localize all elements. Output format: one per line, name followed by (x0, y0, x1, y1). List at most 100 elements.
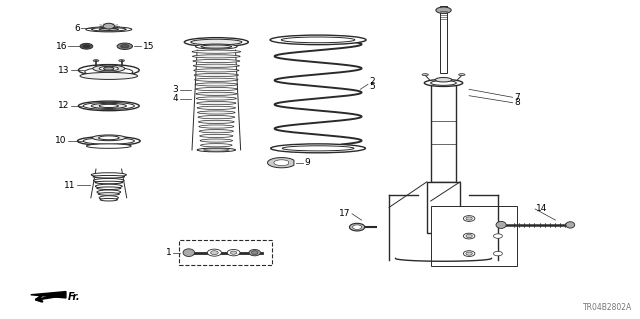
Ellipse shape (193, 55, 240, 58)
Ellipse shape (194, 69, 239, 72)
Ellipse shape (198, 111, 235, 114)
Ellipse shape (193, 64, 239, 67)
Ellipse shape (97, 187, 121, 189)
Ellipse shape (117, 43, 132, 49)
Ellipse shape (193, 59, 240, 63)
Ellipse shape (99, 196, 118, 200)
Text: 11: 11 (64, 181, 76, 189)
Text: 2: 2 (369, 77, 375, 86)
Ellipse shape (121, 44, 129, 48)
Ellipse shape (227, 249, 240, 256)
Text: 12: 12 (58, 101, 69, 110)
Ellipse shape (436, 7, 451, 13)
Ellipse shape (197, 106, 236, 109)
Text: 7: 7 (514, 93, 520, 102)
Text: 14: 14 (536, 204, 548, 213)
Ellipse shape (80, 72, 138, 79)
Ellipse shape (207, 249, 221, 256)
Ellipse shape (99, 104, 118, 108)
Ellipse shape (211, 251, 218, 255)
Ellipse shape (83, 102, 134, 109)
Ellipse shape (463, 251, 475, 256)
Ellipse shape (195, 87, 237, 91)
Ellipse shape (198, 120, 234, 123)
Ellipse shape (200, 134, 233, 137)
Ellipse shape (192, 50, 241, 53)
Text: 4: 4 (172, 94, 178, 103)
Ellipse shape (85, 67, 133, 76)
Ellipse shape (97, 190, 121, 194)
Ellipse shape (194, 73, 239, 77)
Bar (179, 240, 272, 265)
Ellipse shape (83, 45, 90, 48)
Ellipse shape (199, 125, 234, 128)
Ellipse shape (463, 216, 475, 221)
Polygon shape (274, 160, 289, 166)
Text: TR04B2802A: TR04B2802A (583, 303, 632, 312)
Ellipse shape (435, 78, 452, 82)
Text: 16: 16 (56, 42, 67, 51)
Ellipse shape (79, 101, 140, 111)
Ellipse shape (99, 66, 118, 71)
Ellipse shape (195, 78, 238, 81)
Ellipse shape (191, 39, 242, 45)
Ellipse shape (86, 144, 131, 148)
Ellipse shape (200, 139, 232, 142)
Ellipse shape (196, 44, 237, 49)
Ellipse shape (92, 103, 127, 108)
Ellipse shape (496, 221, 506, 228)
Ellipse shape (466, 217, 472, 220)
Ellipse shape (353, 225, 362, 229)
Ellipse shape (77, 137, 140, 145)
Ellipse shape (93, 65, 125, 72)
Ellipse shape (493, 251, 502, 256)
Ellipse shape (196, 97, 236, 100)
Polygon shape (31, 292, 66, 298)
Ellipse shape (79, 64, 140, 76)
Ellipse shape (92, 135, 125, 141)
Ellipse shape (422, 74, 428, 76)
Ellipse shape (201, 45, 232, 48)
Ellipse shape (99, 136, 119, 140)
Text: 9: 9 (305, 158, 310, 167)
Ellipse shape (197, 148, 236, 152)
Text: 10: 10 (55, 137, 67, 145)
Ellipse shape (199, 130, 234, 133)
Ellipse shape (493, 234, 502, 238)
Ellipse shape (99, 28, 118, 31)
Text: 3: 3 (172, 85, 178, 94)
Text: 13: 13 (58, 66, 69, 75)
Ellipse shape (249, 249, 260, 256)
Ellipse shape (92, 173, 127, 177)
Ellipse shape (93, 60, 99, 62)
Ellipse shape (100, 198, 118, 201)
Ellipse shape (463, 233, 475, 239)
Ellipse shape (196, 101, 236, 105)
Ellipse shape (282, 37, 355, 43)
Ellipse shape (83, 138, 134, 144)
Ellipse shape (92, 28, 126, 31)
Bar (440, 6, 447, 73)
Ellipse shape (183, 249, 195, 256)
Ellipse shape (466, 252, 472, 255)
Text: 5: 5 (369, 82, 375, 91)
Ellipse shape (93, 179, 124, 182)
Ellipse shape (431, 80, 456, 85)
Ellipse shape (466, 234, 472, 238)
Ellipse shape (349, 223, 365, 231)
Ellipse shape (95, 181, 123, 184)
Ellipse shape (566, 222, 575, 228)
Ellipse shape (459, 74, 465, 76)
Ellipse shape (201, 148, 232, 152)
Ellipse shape (93, 175, 125, 178)
Ellipse shape (230, 251, 237, 254)
Ellipse shape (80, 43, 93, 49)
Ellipse shape (252, 251, 258, 255)
Ellipse shape (200, 144, 232, 147)
Ellipse shape (198, 115, 235, 119)
Text: 17: 17 (339, 209, 351, 218)
Ellipse shape (271, 144, 365, 153)
Ellipse shape (86, 27, 132, 32)
Text: 6: 6 (74, 24, 80, 33)
Ellipse shape (424, 79, 463, 86)
